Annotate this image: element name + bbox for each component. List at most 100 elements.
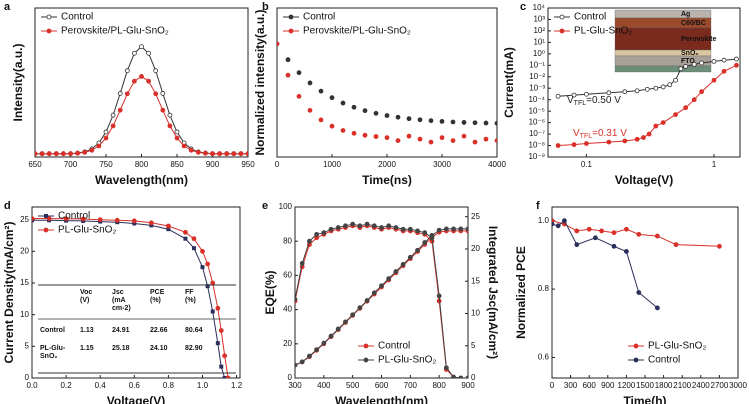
x-tick-label: 0.0 <box>26 381 38 390</box>
data-point <box>299 261 305 266</box>
x-tick-label: 1000 <box>323 160 341 169</box>
data-point <box>655 233 660 239</box>
x-axis-label: Voltage(V) <box>107 394 165 404</box>
data-point <box>555 143 561 148</box>
inset-label: Ag <box>681 11 690 18</box>
legend-marker <box>288 14 294 20</box>
data-point <box>458 375 464 378</box>
data-point <box>321 230 327 236</box>
data-point <box>483 120 489 126</box>
data-point <box>634 88 640 94</box>
y-tick-label: 10⁻⁵ <box>529 106 545 115</box>
y-tick-label: 10⁻⁶ <box>529 118 545 127</box>
data-point <box>46 151 52 157</box>
data-point <box>307 80 313 86</box>
data-point <box>734 62 739 68</box>
x-tick-label: 1.0 <box>197 381 209 390</box>
data-point <box>699 60 704 66</box>
inset-label: FTO <box>681 58 695 65</box>
data-point <box>417 136 423 142</box>
data-point <box>277 41 280 47</box>
legend-label: Control <box>378 341 410 352</box>
data-point <box>653 85 659 91</box>
data-point <box>422 240 428 245</box>
data-point <box>586 226 592 232</box>
data-point <box>225 375 231 378</box>
table-header: (V) <box>80 297 89 304</box>
data-point <box>329 123 335 129</box>
table-cell: 1.15 <box>80 345 94 352</box>
y2-tick-label: 5 <box>471 341 476 350</box>
y-tick-label: 10⁻³ <box>529 83 545 92</box>
series <box>277 41 497 145</box>
y-tick-label: 10³ <box>533 15 545 24</box>
y2-tick-label: 10 <box>471 309 480 318</box>
data-point <box>636 290 642 295</box>
data-point <box>571 92 577 98</box>
data-point <box>443 365 449 371</box>
y-tick-label: 80 <box>283 236 292 245</box>
data-point <box>296 93 302 99</box>
legend-label: Perovskite/PL-Glu-SnO₂ <box>61 26 169 37</box>
data-point <box>200 248 205 254</box>
data-point <box>314 231 320 237</box>
table-row-label: Control <box>40 327 65 334</box>
x-tick-label: 2400 <box>692 381 710 390</box>
y-tick-label: 5 <box>25 341 30 350</box>
data-point <box>384 135 390 141</box>
data-point <box>217 151 223 157</box>
data-point <box>96 143 102 149</box>
x-tick-label: 700 <box>404 381 418 390</box>
table-header: Voc <box>80 289 92 296</box>
legend-marker <box>288 28 294 34</box>
data-point <box>296 70 302 76</box>
data-point <box>340 100 346 106</box>
legend-marker <box>559 14 565 20</box>
legend-label: Control <box>61 12 93 23</box>
data-point <box>181 143 187 149</box>
data-point <box>691 62 697 67</box>
data-point <box>584 91 589 97</box>
table-header: (%) <box>185 297 196 304</box>
table-header: (mA <box>112 297 126 304</box>
series <box>32 216 231 378</box>
data-point <box>364 298 370 303</box>
data-point <box>415 247 420 253</box>
data-point <box>379 283 384 289</box>
data-point <box>222 376 227 378</box>
panel-label: c <box>520 1 526 13</box>
legend-label: PL-Glu-SnO₂ <box>574 26 632 37</box>
table-header: PCE <box>150 289 165 296</box>
data-point <box>61 151 66 157</box>
x-tick-label: 1 <box>712 160 717 169</box>
table-cell: 24.91 <box>112 327 130 334</box>
data-point <box>160 91 166 96</box>
legend-label: Control <box>58 211 90 222</box>
data-point <box>224 151 230 157</box>
y-axis-label: Normalized PCE <box>514 246 528 339</box>
y-axis-label: Normalized intensity(a.u.) <box>253 9 267 155</box>
data-point <box>721 57 727 63</box>
panel-label: b <box>262 1 269 13</box>
data-point <box>167 112 173 118</box>
data-point <box>571 142 577 148</box>
data-point <box>574 242 580 248</box>
data-point <box>384 113 390 118</box>
data-point <box>117 91 123 96</box>
x-tick-label: 0.1 <box>581 160 593 169</box>
plot-frame <box>551 206 739 379</box>
data-point <box>222 353 228 359</box>
table-cell: 24.10 <box>150 345 168 352</box>
legend-marker <box>46 28 52 34</box>
data-point <box>153 68 159 74</box>
panel-label: e <box>262 200 268 212</box>
legend-marker <box>363 343 369 349</box>
plot-frame <box>547 7 741 158</box>
panel-label: a <box>4 1 11 13</box>
data-point <box>314 347 320 353</box>
data-point <box>407 226 413 232</box>
data-point <box>699 89 704 95</box>
data-point <box>350 221 356 227</box>
data-point <box>395 138 401 144</box>
data-point <box>691 97 697 103</box>
